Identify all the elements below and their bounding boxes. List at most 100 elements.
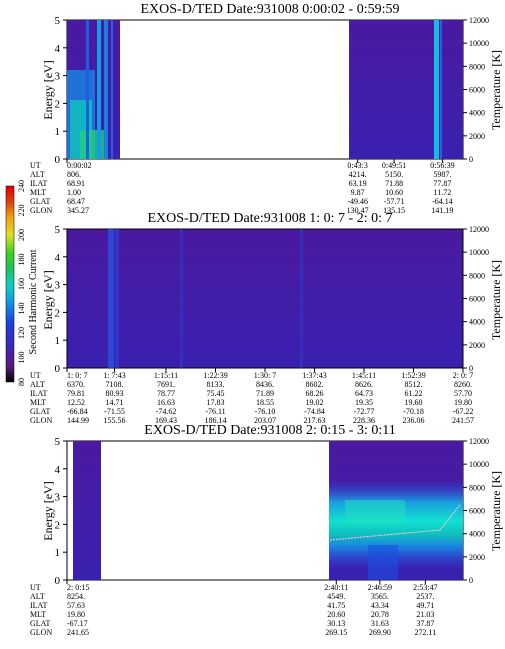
y-axis-right: 0 2000 4000 6000 8000 10000 12000 <box>463 225 489 373</box>
intensity-feature <box>300 229 303 368</box>
y-tick-label: 2 <box>55 98 61 110</box>
table-cell: 77.87 <box>433 179 451 188</box>
y2-tick-label: 8000 <box>469 271 485 280</box>
table-cell: 4549. <box>327 592 345 601</box>
table-cell: 345.27 <box>67 206 89 215</box>
table-cell: -72.77 <box>354 407 375 416</box>
table-cell: 144.99 <box>67 416 89 425</box>
table-cell: -64.14 <box>432 197 453 206</box>
y-axis-label: Energy [eV] <box>41 60 55 119</box>
table-cell: 203.07 <box>254 416 276 425</box>
table-cell: 241.57 <box>452 416 474 425</box>
y-tick-label: 4 <box>55 43 61 55</box>
table-cell: 80.93 <box>106 389 124 398</box>
spectrogram-panel-2: EXOS-D/TED Date:931008 1: 0: 7 - 2: 0: 7… <box>30 211 503 425</box>
y-axis-left: 0 1 2 3 4 5 <box>55 15 67 166</box>
table-cell: 68.91 <box>67 179 85 188</box>
table-cell: 43.34 <box>371 601 389 610</box>
table-cell: 1:52:39 <box>401 371 425 380</box>
table-cell: 18.55 <box>256 398 274 407</box>
table-cell: 269.90 <box>369 628 391 637</box>
spectrogram-panel-3: EXOS-D/TED Date:931008 2: 0:15 - 3: 0:11… <box>30 423 503 637</box>
intensity-feature <box>97 20 101 159</box>
y2-tick-label: 2000 <box>469 553 485 562</box>
table-cell: 1:22:39 <box>203 371 227 380</box>
table-cell: 269.15 <box>325 628 347 637</box>
y-axis-right: 0 2000 4000 6000 8000 10000 12000 <box>463 437 489 585</box>
row-label: ALT <box>30 592 45 601</box>
table-cell: 19.80 <box>67 610 85 619</box>
table-cell: 49.71 <box>416 601 434 610</box>
colorbar-scale <box>5 185 15 383</box>
row-label: MLT <box>30 398 46 407</box>
y2-tick-label: 12000 <box>469 225 489 234</box>
colorbar-tick-label: 140 <box>17 303 26 315</box>
table-cell: 5987. <box>433 170 451 179</box>
table-cell: -76.11 <box>205 407 225 416</box>
table-cell: 1:45:11 <box>352 371 376 380</box>
table-cell: 37.87 <box>416 619 434 628</box>
intensity-feature <box>115 229 119 368</box>
y2-tick-label: 6000 <box>469 86 485 95</box>
table-cell: 57.70 <box>454 389 472 398</box>
y-tick-label: 3 <box>55 71 61 83</box>
table-cell: 20.78 <box>371 610 389 619</box>
y2-tick-label: 4000 <box>469 109 485 118</box>
table-cell: 64.73 <box>355 389 373 398</box>
table-cell: 68.47 <box>67 197 85 206</box>
intensity-feature <box>80 130 105 159</box>
table-cell: 141.19 <box>431 206 453 215</box>
table-cell: 19.80 <box>454 398 472 407</box>
y2-tick-label: 10000 <box>469 39 489 48</box>
table-cell: -76.10 <box>255 407 276 416</box>
table-cell: 61.22 <box>405 389 423 398</box>
table-cell: 2:53:47 <box>413 583 437 592</box>
colorbar-tick-label: 200 <box>17 229 26 241</box>
y2-tick-label: 4000 <box>469 318 485 327</box>
table-cell: 0:00:02 <box>67 161 91 170</box>
table-cell: 8254. <box>67 592 85 601</box>
y2-axis-label: Temperature [K] <box>489 260 503 340</box>
row-label: GLAT <box>30 619 51 628</box>
table-cell: 1:15:11 <box>154 371 178 380</box>
y-tick-label: 2 <box>55 519 61 531</box>
y-tick-label: 1 <box>55 126 61 138</box>
y-tick-label: 1 <box>55 547 61 559</box>
y2-tick-label: 8000 <box>469 62 485 71</box>
row-label: GLAT <box>30 197 51 206</box>
intensity-feature <box>368 545 398 580</box>
table-cell: -70.18 <box>403 407 424 416</box>
table-cell: 75.45 <box>207 389 225 398</box>
y-tick-label: 4 <box>55 464 61 476</box>
intensity-feature <box>104 20 108 159</box>
table-cell: 130.47 <box>347 206 369 215</box>
table-cell: 19.60 <box>405 398 423 407</box>
table-cell: 0:49:51 <box>382 161 406 170</box>
intensity-feature <box>180 229 183 368</box>
y2-tick-label: 6000 <box>469 295 485 304</box>
table-cell: 1.00 <box>67 188 81 197</box>
table-cell: 155.56 <box>104 416 126 425</box>
table-cell: 169.43 <box>155 416 177 425</box>
y2-axis-label: Temperature [K] <box>489 471 503 551</box>
table-cell: 1: 7:43 <box>103 371 125 380</box>
table-cell: 8512. <box>405 380 423 389</box>
y-axis-label: Energy [eV] <box>41 481 55 540</box>
y-tick-label: 1 <box>55 335 61 347</box>
table-cell: 8626. <box>355 380 373 389</box>
colorbar-tick-label: 120 <box>17 327 26 339</box>
table-cell: 9.87 <box>351 188 365 197</box>
y-tick-label: 5 <box>55 224 61 236</box>
colorbar-tick-label: 240 <box>17 180 26 192</box>
row-label: GLON <box>30 628 52 637</box>
row-label: GLON <box>30 206 52 215</box>
table-cell: 1:30: 7 <box>254 371 276 380</box>
temperature-trace <box>329 529 441 541</box>
y-tick-label: 0 <box>55 363 61 375</box>
table-cell: 68.26 <box>306 389 324 398</box>
y2-tick-label: 4000 <box>469 530 485 539</box>
y2-tick-label: 0 <box>469 155 473 164</box>
table-cell: 0:56:39 <box>430 161 454 170</box>
table-cell: 57.63 <box>67 601 85 610</box>
